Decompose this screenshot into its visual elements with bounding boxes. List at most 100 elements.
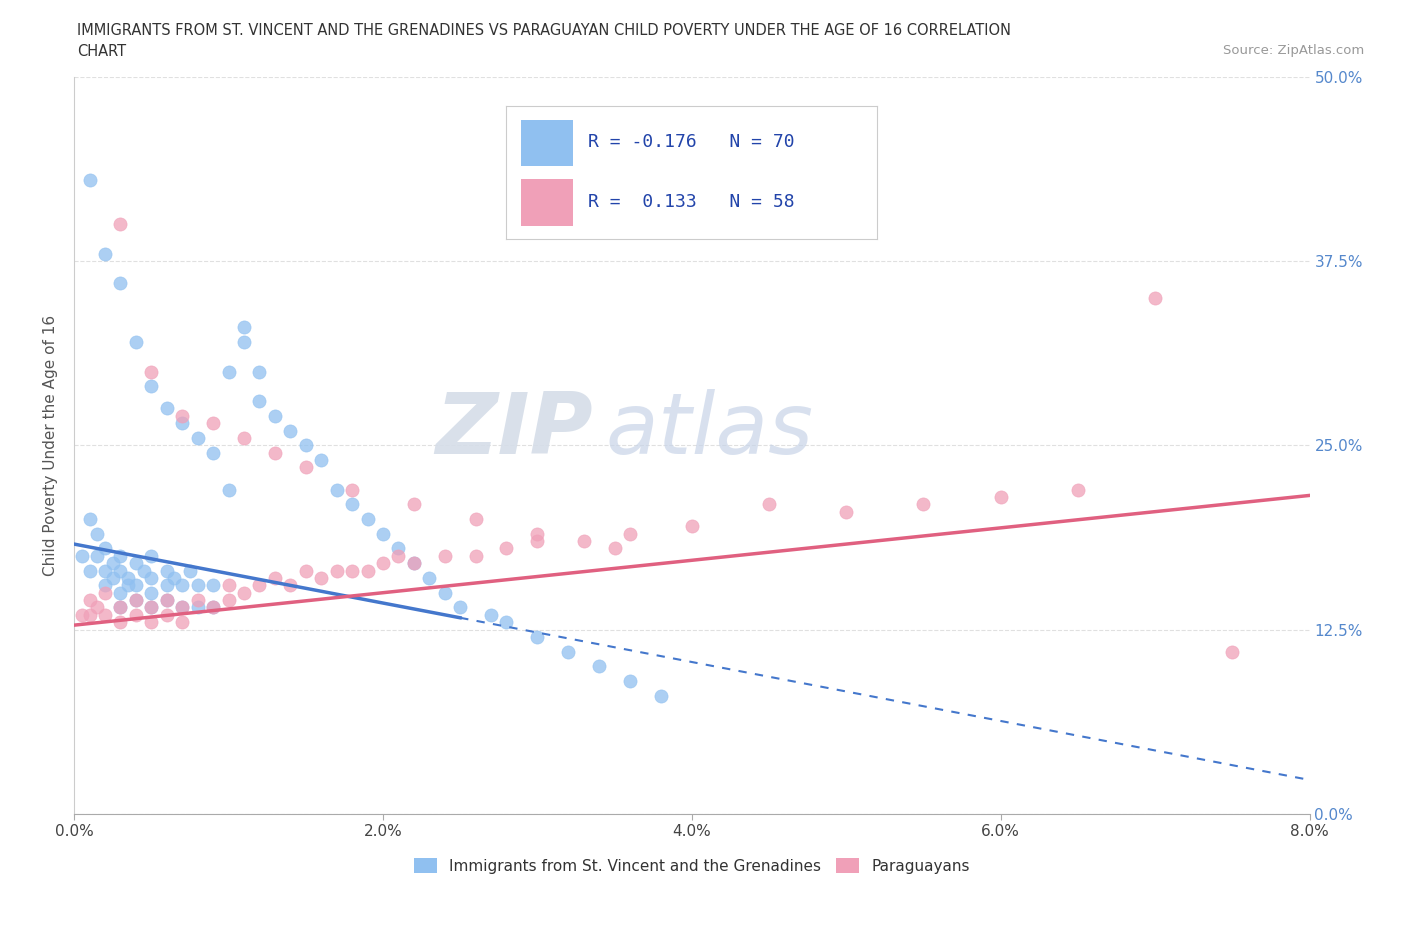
Point — [681, 519, 703, 534]
Point — [247, 393, 270, 408]
Point — [526, 534, 548, 549]
Point — [650, 688, 672, 703]
Point — [758, 497, 780, 512]
Point — [86, 600, 108, 615]
Point — [187, 578, 209, 592]
Point — [172, 408, 194, 423]
Point — [263, 445, 285, 460]
Legend: Immigrants from St. Vincent and the Grenadines, Paraguayans: Immigrants from St. Vincent and the Gren… — [408, 852, 976, 880]
Point — [110, 217, 132, 232]
Point — [156, 607, 179, 622]
Point — [94, 564, 117, 578]
Text: IMMIGRANTS FROM ST. VINCENT AND THE GRENADINES VS PARAGUAYAN CHILD POVERTY UNDER: IMMIGRANTS FROM ST. VINCENT AND THE GREN… — [77, 23, 1011, 38]
Point — [464, 512, 486, 526]
Point — [218, 578, 240, 592]
Point — [479, 607, 502, 622]
Point — [86, 526, 108, 541]
Point — [125, 592, 148, 607]
Point — [110, 615, 132, 630]
Point — [495, 541, 517, 556]
Text: atlas: atlas — [606, 389, 813, 472]
Point — [172, 600, 194, 615]
Point — [110, 585, 132, 600]
Point — [110, 600, 132, 615]
Point — [94, 541, 117, 556]
Point — [218, 592, 240, 607]
Point — [278, 423, 301, 438]
Point — [325, 482, 347, 497]
Point — [247, 365, 270, 379]
Point — [141, 549, 163, 564]
Point — [202, 600, 225, 615]
Point — [278, 578, 301, 592]
Point — [70, 549, 93, 564]
Point — [218, 365, 240, 379]
Point — [156, 592, 179, 607]
Point — [1067, 482, 1090, 497]
Point — [340, 497, 363, 512]
Point — [125, 607, 148, 622]
Point — [835, 504, 858, 519]
Point — [79, 592, 101, 607]
Point — [402, 556, 425, 571]
Point — [202, 578, 225, 592]
Point — [86, 549, 108, 564]
Point — [79, 173, 101, 188]
Point — [117, 578, 139, 592]
Point — [557, 644, 579, 659]
Point — [356, 512, 378, 526]
Point — [187, 431, 209, 445]
Point — [495, 615, 517, 630]
Point — [141, 379, 163, 393]
Point — [202, 445, 225, 460]
Point — [387, 549, 409, 564]
Point — [110, 275, 132, 290]
Point — [163, 570, 186, 585]
Point — [418, 570, 440, 585]
Point — [402, 556, 425, 571]
Point — [433, 585, 456, 600]
Point — [187, 600, 209, 615]
Point — [172, 600, 194, 615]
Point — [79, 564, 101, 578]
Point — [172, 416, 194, 431]
Point — [371, 526, 394, 541]
Text: CHART: CHART — [77, 44, 127, 59]
Point — [70, 607, 93, 622]
Point — [141, 600, 163, 615]
Point — [79, 607, 101, 622]
Point — [603, 541, 626, 556]
Point — [449, 600, 471, 615]
Point — [125, 578, 148, 592]
Point — [179, 564, 201, 578]
Point — [141, 365, 163, 379]
Point — [94, 578, 117, 592]
Y-axis label: Child Poverty Under the Age of 16: Child Poverty Under the Age of 16 — [44, 314, 58, 576]
Point — [1220, 644, 1243, 659]
Point — [218, 482, 240, 497]
Point — [172, 615, 194, 630]
Point — [263, 408, 285, 423]
Point — [202, 416, 225, 431]
Point — [588, 659, 610, 674]
Point — [94, 607, 117, 622]
Point — [433, 549, 456, 564]
Point — [132, 564, 155, 578]
Point — [141, 570, 163, 585]
Point — [101, 556, 124, 571]
Point — [990, 489, 1012, 504]
Point — [110, 564, 132, 578]
Point — [141, 585, 163, 600]
Point — [202, 600, 225, 615]
Point — [110, 600, 132, 615]
Point — [402, 497, 425, 512]
Point — [294, 438, 316, 453]
Point — [325, 564, 347, 578]
Point — [94, 585, 117, 600]
Point — [233, 335, 256, 350]
Point — [294, 564, 316, 578]
Point — [263, 570, 285, 585]
Point — [912, 497, 935, 512]
Point — [110, 549, 132, 564]
Point — [340, 482, 363, 497]
